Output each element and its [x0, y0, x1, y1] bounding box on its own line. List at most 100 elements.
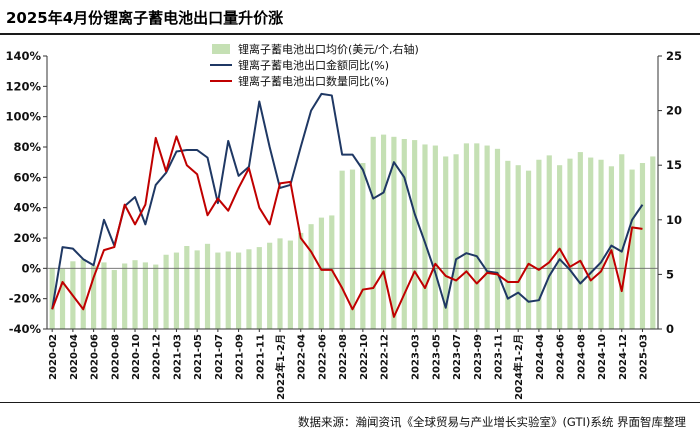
price-bar — [422, 144, 428, 329]
price-bar — [650, 156, 656, 329]
x-tick-label: 2022-08 — [338, 334, 349, 380]
price-bar — [215, 252, 221, 329]
price-bar — [225, 251, 231, 329]
x-tick-label: 2022-10 — [359, 334, 370, 380]
left-tick-label: 40% — [13, 201, 41, 215]
x-tick-label: 2024-04 — [535, 334, 546, 380]
x-tick-label: 2023-07 — [452, 334, 463, 380]
price-bar — [101, 262, 107, 329]
price-bar — [536, 159, 542, 329]
price-bar — [49, 267, 55, 329]
x-tick-label: 2022年1-2月 — [274, 334, 287, 400]
price-bar — [132, 260, 138, 329]
left-tick-label: 100% — [5, 110, 41, 124]
left-tick-label: 140% — [5, 49, 41, 63]
x-tick-label: 2022-06 — [317, 334, 328, 380]
price-bar — [329, 215, 335, 329]
x-tick-label: 2020-02 — [48, 334, 59, 380]
left-tick-label: 20% — [13, 231, 41, 245]
left-tick-label: -20% — [9, 292, 42, 306]
left-tick-label: -40% — [9, 322, 42, 336]
legend-label: 锂离子蓄电池出口金额同比(%) — [238, 58, 389, 72]
price-bar — [577, 152, 583, 329]
price-bar — [443, 156, 449, 329]
price-bar — [91, 265, 97, 329]
volume-yoy-line — [51, 135, 643, 318]
x-tick-label: 2023-05 — [431, 334, 442, 380]
price-bar — [318, 217, 325, 329]
chart-title: 2025年4月份锂离子蓄电池出口量升价涨 — [6, 9, 284, 27]
price-bar — [277, 238, 283, 329]
x-tick-label: 2020-04 — [69, 334, 80, 380]
value-yoy-line — [51, 92, 644, 310]
price-bar — [256, 247, 262, 329]
left-tick-label: 0% — [21, 261, 41, 275]
source-note: 数据来源：瀚闻资讯《全球贸易与产业增长实验室》(GTI)系统 界面智库整理 — [297, 415, 686, 429]
x-tick-label: 2021-05 — [193, 334, 204, 380]
price-bar — [236, 252, 242, 329]
price-bar — [391, 136, 397, 329]
price-bar — [308, 224, 314, 329]
price-bar — [474, 143, 480, 329]
price-bar — [453, 154, 459, 329]
title-rule — [0, 33, 700, 35]
price-bar — [608, 166, 614, 329]
x-tick-label: 2024-06 — [556, 334, 567, 380]
legend-label: 锂离子蓄电池出口数量同比(%) — [238, 74, 389, 88]
price-bar — [339, 170, 345, 329]
x-tick-label: 2022-04 — [297, 334, 308, 380]
price-bar — [567, 158, 573, 329]
x-tick-label: 2023-03 — [411, 334, 422, 380]
price-bar — [194, 250, 200, 329]
price-bar — [184, 246, 190, 329]
price-bar — [204, 243, 211, 329]
price-bar — [505, 160, 511, 329]
x-tick-label: 2024年1-2月 — [512, 334, 525, 400]
x-tick-label: 2022-12 — [380, 334, 391, 380]
price-bar — [494, 148, 501, 329]
left-tick-label: 120% — [5, 79, 41, 93]
price-bar — [360, 163, 366, 329]
price-bar — [515, 165, 521, 329]
price-bar — [484, 145, 490, 329]
price-bar — [639, 163, 646, 329]
price-bar — [619, 154, 625, 329]
x-tick-label: 2020-12 — [152, 334, 163, 380]
right-tick-label: 25 — [666, 49, 682, 63]
price-bar — [298, 232, 304, 329]
price-bar — [557, 165, 563, 329]
x-tick-label: 2024-10 — [597, 334, 608, 380]
price-bar — [349, 169, 356, 329]
x-tick-label: 2021-09 — [235, 334, 246, 380]
price-bar — [122, 263, 128, 329]
price-bar — [525, 170, 532, 329]
price-bar — [111, 270, 117, 329]
price-bar — [370, 136, 376, 329]
x-tick-label: 2021-03 — [172, 334, 183, 380]
price-bar — [246, 249, 252, 329]
x-tick-label: 2025-03 — [638, 334, 649, 380]
price-bar — [588, 157, 594, 329]
x-tick-label: 2020-10 — [131, 334, 142, 380]
bottom-rule — [0, 402, 700, 403]
legend-label: 锂离子蓄电池出口均价(美元/个,右轴) — [238, 42, 419, 56]
price-bar — [173, 252, 180, 329]
price-bar — [267, 242, 273, 329]
price-bar — [412, 140, 418, 329]
x-tick-label: 2021-11 — [255, 334, 266, 380]
x-tick-label: 2024-08 — [576, 334, 587, 380]
legend-swatch-bar — [212, 44, 230, 54]
price-bar — [380, 134, 387, 329]
right-tick-label: 20 — [666, 104, 682, 118]
price-bar — [401, 138, 407, 329]
price-bar — [59, 268, 66, 329]
price-bar — [432, 145, 438, 329]
x-tick-label: 2023-11 — [493, 334, 504, 380]
price-bar — [287, 240, 293, 329]
x-tick-label: 2020-08 — [110, 334, 121, 380]
price-bar — [80, 259, 86, 329]
right-tick-label: 5 — [666, 267, 674, 281]
price-bar — [629, 169, 635, 329]
right-tick-label: 15 — [666, 158, 682, 172]
x-tick-label: 2020-06 — [90, 334, 101, 380]
